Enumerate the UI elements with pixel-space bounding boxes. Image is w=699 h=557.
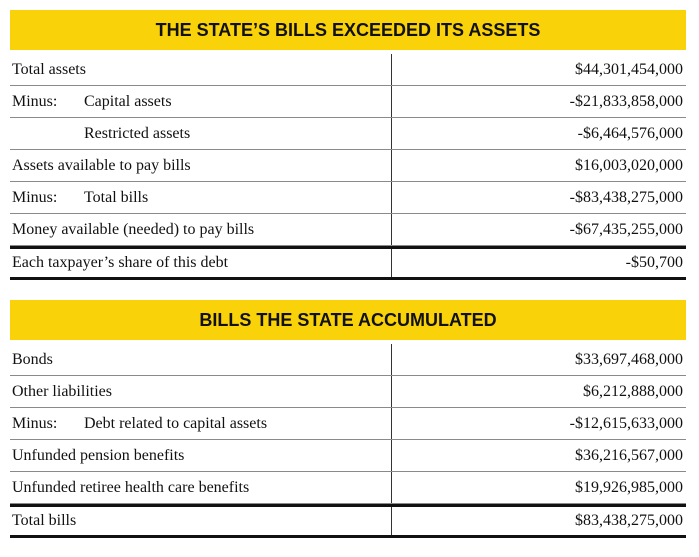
row-value: -$21,833,858,000 xyxy=(391,86,686,117)
row-value: -$67,435,255,000 xyxy=(391,214,686,245)
row-label: Capital assets xyxy=(84,92,172,110)
row-value: $83,438,275,000 xyxy=(391,507,686,535)
table-row: Minus: Debt related to capital assets -$12… xyxy=(10,408,686,440)
row-label: Each taxpayer’s share of this debt xyxy=(12,254,229,271)
row-value: $33,697,468,000 xyxy=(391,344,686,375)
row-label: Total bills xyxy=(12,512,77,529)
row-label-cell: Minus: Capital assets xyxy=(10,86,391,117)
row-label-cell: Restricted assets xyxy=(10,118,391,149)
row-label: Money available (needed) to pay bills xyxy=(12,220,255,238)
row-prefix: Minus: xyxy=(12,188,58,206)
row-label-cell: Minus: Total bills xyxy=(10,182,391,213)
row-label: Bonds xyxy=(12,350,53,368)
table-title: BILLS THE STATE ACCUMULATED xyxy=(10,300,686,340)
row-prefix: Minus: xyxy=(12,92,58,110)
table-row: Total assets $44,301,454,000 xyxy=(10,54,686,86)
table-row: Minus: Capital assets -$21,833,858,000 xyxy=(10,86,686,118)
row-label-cell: Money available (needed) to pay bills xyxy=(10,214,391,245)
row-value: $44,301,454,000 xyxy=(391,54,686,85)
table: BILLS THE STATE ACCUMULATED Bonds $33,697… xyxy=(10,300,686,538)
row-value: -$50,700 xyxy=(391,249,686,277)
row-prefix: Minus: xyxy=(12,414,58,432)
table-row: Assets available to pay bills $16,003,020… xyxy=(10,150,686,182)
row-label-cell: Total bills xyxy=(10,507,391,535)
row-label-cell: Other liabilities xyxy=(10,376,391,407)
row-value: $19,926,985,000 xyxy=(391,472,686,503)
table-row: Other liabilities $6,212,888,000 xyxy=(10,376,686,408)
row-label-cell: Unfunded retiree health care benefits xyxy=(10,472,391,503)
row-label: Debt related to capital assets xyxy=(84,414,268,432)
row-label: Total bills xyxy=(84,188,149,206)
table: THE STATE’S BILLS EXCEEDED ITS ASSETS To… xyxy=(10,10,686,280)
row-value: -$83,438,275,000 xyxy=(391,182,686,213)
row-value: $16,003,020,000 xyxy=(391,150,686,181)
row-value: $36,216,567,000 xyxy=(391,440,686,471)
table-row: Total bills $83,438,275,000 xyxy=(10,504,686,538)
table-row: Minus: Total bills -$83,438,275,000 xyxy=(10,182,686,214)
row-value: $6,212,888,000 xyxy=(391,376,686,407)
row-value: -$12,615,633,000 xyxy=(391,408,686,439)
table-row: Unfunded retiree health care benefits $19… xyxy=(10,472,686,504)
row-value: -$6,464,576,000 xyxy=(391,118,686,149)
row-label-cell: Unfunded pension benefits xyxy=(10,440,391,471)
row-label: Assets available to pay bills xyxy=(12,156,191,174)
row-label-cell: Bonds xyxy=(10,344,391,375)
row-label: Total assets xyxy=(12,60,86,78)
row-label: Other liabilities xyxy=(12,382,112,400)
row-label-cell: Assets available to pay bills xyxy=(10,150,391,181)
table-row: Restricted assets -$6,464,576,000 xyxy=(10,118,686,150)
row-label: Restricted assets xyxy=(84,124,191,142)
row-label-cell: Minus: Debt related to capital assets xyxy=(10,408,391,439)
row-label: Unfunded pension benefits xyxy=(12,446,185,464)
row-label: Unfunded retiree health care benefits xyxy=(12,478,250,496)
table-row: Money available (needed) to pay bills -$6… xyxy=(10,214,686,246)
table-row: Bonds $33,697,468,000 xyxy=(10,344,686,376)
table-row: Each taxpayer’s share of this debt -$50,7… xyxy=(10,246,686,280)
table-row: Unfunded pension benefits $36,216,567,000 xyxy=(10,440,686,472)
row-label-cell: Each taxpayer’s share of this debt xyxy=(10,249,391,277)
row-label-cell: Total assets xyxy=(10,54,391,85)
table-title: THE STATE’S BILLS EXCEEDED ITS ASSETS xyxy=(10,10,686,50)
